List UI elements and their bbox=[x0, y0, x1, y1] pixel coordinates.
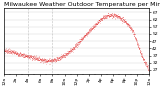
Text: Milwaukee Weather Outdoor Temperature per Minute (Last 24 Hours): Milwaukee Weather Outdoor Temperature pe… bbox=[4, 2, 160, 7]
